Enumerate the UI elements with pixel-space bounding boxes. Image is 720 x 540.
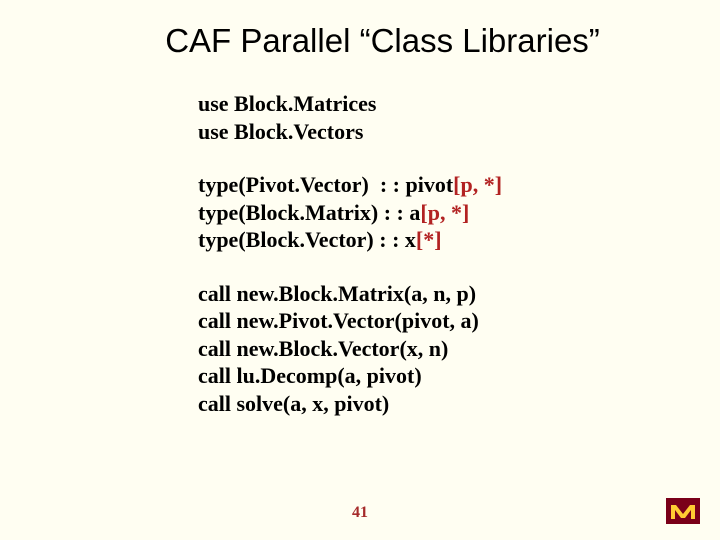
code-line: call new.Block.Matrix(a, n, p): [198, 280, 660, 308]
use-statements: use Block.Matrices use Block.Vectors: [198, 90, 660, 145]
code-text: type(Block.Vector) : : x: [198, 227, 416, 252]
coarray-spec: [p, *]: [453, 172, 502, 197]
code-line: call new.Pivot.Vector(pivot, a): [198, 307, 660, 335]
code-line: use Block.Vectors: [198, 118, 660, 146]
coarray-spec: [p, *]: [420, 200, 469, 225]
code-line: call solve(a, x, pivot): [198, 390, 660, 418]
university-m-logo-icon: [666, 498, 700, 524]
code-line: type(Block.Vector) : : x[*]: [198, 226, 660, 254]
code-line: type(Block.Matrix) : : a[p, *]: [198, 199, 660, 227]
slide: CAF Parallel “Class Libraries” use Block…: [0, 0, 720, 540]
code-block: use Block.Matrices use Block.Vectors typ…: [198, 90, 660, 417]
type-declarations: type(Pivot.Vector) : : pivot[p, *] type(…: [198, 171, 660, 254]
code-line: use Block.Matrices: [198, 90, 660, 118]
slide-title: CAF Parallel “Class Libraries”: [60, 22, 660, 60]
code-text: type(Pivot.Vector) : : pivot: [198, 172, 453, 197]
code-line: call lu.Decomp(a, pivot): [198, 362, 660, 390]
call-statements: call new.Block.Matrix(a, n, p) call new.…: [198, 280, 660, 418]
code-line: call new.Block.Vector(x, n): [198, 335, 660, 363]
page-number: 41: [0, 504, 720, 522]
coarray-spec: [*]: [416, 227, 442, 252]
code-text: type(Block.Matrix) : : a: [198, 200, 420, 225]
code-line: type(Pivot.Vector) : : pivot[p, *]: [198, 171, 660, 199]
